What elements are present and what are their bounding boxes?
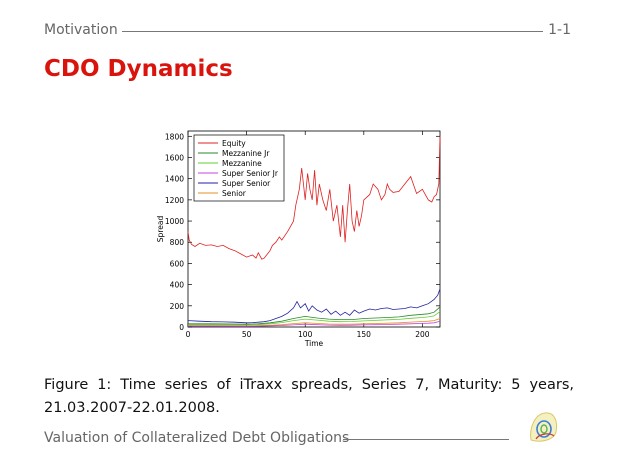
- series-line-super-senior: [187, 288, 441, 324]
- x-tick-label: 50: [242, 330, 252, 339]
- x-tick-label: 0: [186, 330, 191, 339]
- series-line-mezzanine: [188, 311, 441, 326]
- series-line-equity: [187, 136, 441, 260]
- y-tick-label: 1200: [165, 196, 184, 205]
- x-tick-label: 150: [357, 330, 372, 339]
- y-axis-label: Spread: [156, 216, 165, 243]
- page-number: 1-1: [548, 22, 571, 38]
- x-axis-label: Time: [304, 339, 324, 348]
- series-line-super-senior-jr: [188, 320, 441, 327]
- series-line-mezzanine-jr: [188, 306, 441, 325]
- y-tick-label: 600: [170, 259, 185, 268]
- section-title: Motivation: [44, 22, 118, 38]
- legend-label: Super Senior Jr: [222, 169, 279, 178]
- footer-title: Valuation of Collateralized Debt Obligat…: [44, 430, 350, 446]
- legend-label: Super Senior: [222, 179, 271, 188]
- legend-label: Senior: [222, 189, 247, 198]
- legend-box: [193, 134, 285, 202]
- legend-label: Equity: [222, 139, 246, 148]
- legend-label: Mezzanine Jr: [222, 149, 270, 158]
- x-tick-label: 100: [298, 330, 313, 339]
- x-tick-label: 200: [415, 330, 430, 339]
- y-tick-label: 1600: [165, 153, 184, 162]
- y-tick-label: 0: [179, 323, 184, 332]
- y-tick-label: 400: [170, 281, 185, 290]
- footer-rule: [343, 439, 509, 440]
- spread-line-chart: 0 200 400 600 800 1000 1200 1400 1600 1800 0 50 100 1…: [156, 130, 441, 348]
- quantlet-logo-icon: [530, 412, 558, 442]
- series-line-senior: [188, 318, 441, 327]
- legend-label: Mezzanine: [222, 159, 262, 168]
- y-tick-label: 200: [170, 302, 185, 311]
- y-tick-label: 1000: [165, 217, 184, 226]
- figure-caption: Figure 1: Time series of iTraxx spreads,…: [44, 377, 574, 416]
- header-rule: [122, 31, 543, 32]
- y-tick-label: 1800: [165, 132, 184, 141]
- slide-title: CDO Dynamics: [44, 56, 233, 82]
- y-tick-label: 800: [170, 238, 185, 247]
- y-tick-label: 1400: [165, 175, 184, 184]
